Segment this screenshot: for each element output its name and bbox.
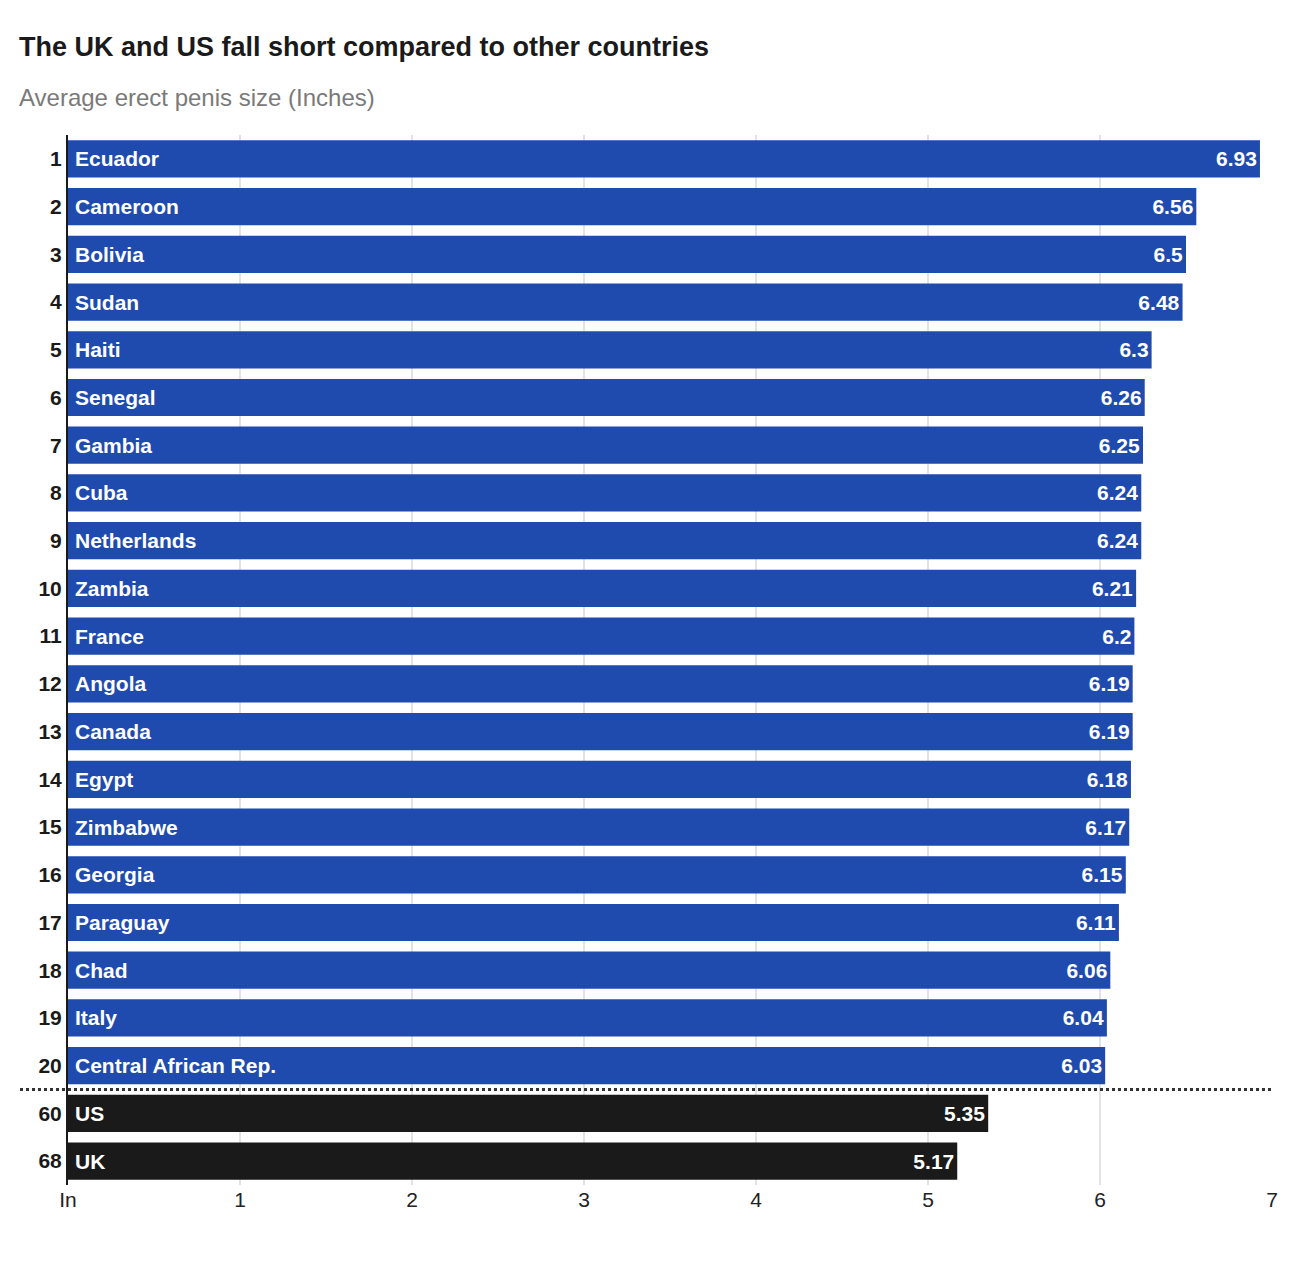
- svg-text:Angola: Angola: [75, 672, 146, 695]
- svg-text:Zambia: Zambia: [75, 577, 149, 600]
- svg-text:6.19: 6.19: [1089, 672, 1130, 695]
- svg-text:1: 1: [50, 147, 62, 170]
- svg-text:6.24: 6.24: [1097, 529, 1138, 552]
- svg-text:Zimbabwe: Zimbabwe: [75, 816, 178, 839]
- svg-text:6.56: 6.56: [1152, 195, 1193, 218]
- svg-text:1: 1: [234, 1188, 246, 1211]
- svg-text:Bolivia: Bolivia: [75, 243, 144, 266]
- svg-text:Georgia: Georgia: [75, 863, 155, 886]
- svg-text:12: 12: [38, 672, 61, 695]
- svg-text:5.17: 5.17: [913, 1150, 954, 1173]
- svg-text:5.35: 5.35: [944, 1102, 985, 1125]
- svg-text:3: 3: [50, 243, 62, 266]
- svg-text:6.11: 6.11: [1076, 911, 1116, 934]
- svg-text:Haiti: Haiti: [75, 338, 121, 361]
- svg-text:60: 60: [38, 1102, 61, 1125]
- svg-text:Sudan: Sudan: [75, 291, 139, 314]
- svg-text:6.93: 6.93: [1216, 147, 1257, 170]
- svg-text:The UK and US fall short compa: The UK and US fall short compared to oth…: [19, 32, 709, 62]
- svg-text:Paraguay: Paraguay: [75, 911, 170, 934]
- svg-text:6.24: 6.24: [1097, 481, 1138, 504]
- svg-text:6: 6: [50, 386, 62, 409]
- svg-text:2: 2: [406, 1188, 418, 1211]
- svg-text:7: 7: [50, 434, 62, 457]
- svg-text:6.26: 6.26: [1101, 386, 1142, 409]
- svg-text:Cuba: Cuba: [75, 481, 128, 504]
- svg-text:9: 9: [50, 529, 62, 552]
- svg-text:6.21: 6.21: [1092, 577, 1133, 600]
- svg-text:In: In: [59, 1188, 77, 1211]
- svg-text:6.04: 6.04: [1063, 1006, 1104, 1029]
- svg-text:14: 14: [38, 768, 62, 791]
- svg-text:2: 2: [50, 195, 62, 218]
- svg-text:6.48: 6.48: [1138, 291, 1179, 314]
- svg-text:UK: UK: [75, 1150, 105, 1173]
- svg-text:19: 19: [38, 1006, 61, 1029]
- svg-text:6.18: 6.18: [1087, 768, 1128, 791]
- svg-text:Average erect penis size (Inch: Average erect penis size (Inches): [19, 84, 375, 111]
- svg-text:6.2: 6.2: [1102, 625, 1131, 648]
- svg-text:6.03: 6.03: [1061, 1054, 1102, 1077]
- svg-text:6.06: 6.06: [1066, 959, 1107, 982]
- svg-text:US: US: [75, 1102, 104, 1125]
- svg-text:6: 6: [1094, 1188, 1106, 1211]
- svg-text:6.5: 6.5: [1153, 243, 1183, 266]
- svg-text:68: 68: [38, 1149, 62, 1172]
- svg-text:6.15: 6.15: [1082, 863, 1123, 886]
- svg-text:20: 20: [38, 1054, 61, 1077]
- svg-text:5: 5: [922, 1188, 934, 1211]
- svg-text:Italy: Italy: [75, 1006, 117, 1029]
- svg-text:Senegal: Senegal: [75, 386, 156, 409]
- svg-text:6.25: 6.25: [1099, 434, 1140, 457]
- svg-text:11: 11: [40, 624, 63, 647]
- svg-text:Chad: Chad: [75, 959, 128, 982]
- svg-text:4: 4: [50, 290, 62, 313]
- svg-text:6.19: 6.19: [1089, 720, 1130, 743]
- svg-text:Canada: Canada: [75, 720, 151, 743]
- svg-text:15: 15: [38, 815, 62, 838]
- svg-text:17: 17: [38, 911, 61, 934]
- svg-text:Central African Rep.: Central African Rep.: [75, 1054, 276, 1077]
- svg-text:Gambia: Gambia: [75, 434, 152, 457]
- svg-text:18: 18: [38, 959, 62, 982]
- svg-text:6.3: 6.3: [1119, 338, 1148, 361]
- svg-text:6.17: 6.17: [1085, 816, 1126, 839]
- svg-text:Egypt: Egypt: [75, 768, 133, 791]
- svg-text:4: 4: [750, 1188, 762, 1211]
- svg-text:10: 10: [38, 577, 61, 600]
- svg-text:France: France: [75, 625, 144, 648]
- svg-text:13: 13: [38, 720, 61, 743]
- svg-text:Ecuador: Ecuador: [75, 147, 159, 170]
- svg-text:8: 8: [50, 481, 62, 504]
- svg-text:Cameroon: Cameroon: [75, 195, 179, 218]
- svg-text:16: 16: [38, 863, 61, 886]
- svg-text:5: 5: [50, 338, 62, 361]
- svg-text:7: 7: [1266, 1188, 1278, 1211]
- svg-text:Netherlands: Netherlands: [75, 529, 196, 552]
- svg-text:3: 3: [578, 1188, 590, 1211]
